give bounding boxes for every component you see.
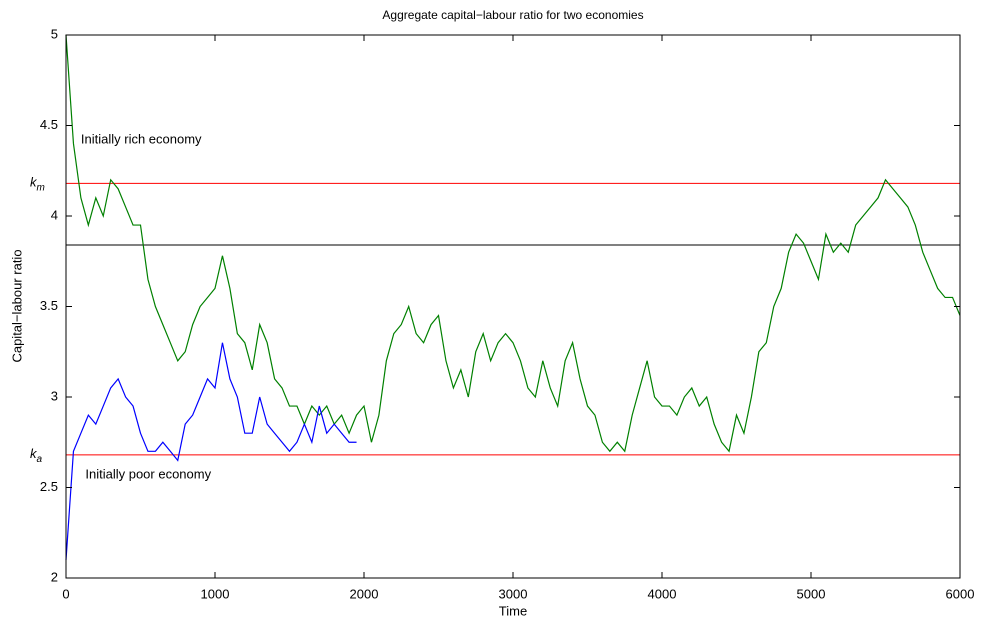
y-tick-label: 4.5 (40, 117, 58, 132)
y-tick-label: 3.5 (40, 298, 58, 313)
y-tick-label: 4 (51, 207, 58, 222)
data-line (65, 342, 357, 560)
annotation: Initially poor economy (85, 466, 211, 481)
x-tick-label: 4000 (648, 586, 677, 601)
y-tick-label: 2.5 (40, 479, 58, 494)
x-tick-label: 3000 (499, 586, 528, 601)
reference-label-sub: m (37, 182, 45, 193)
x-tick-label: 2000 (350, 586, 379, 601)
annotation: Initially rich economy (81, 131, 202, 146)
reference-label-sub: a (37, 454, 43, 465)
y-tick-label: 2 (51, 569, 58, 584)
chart-title: Aggregate capital−labour ratio for two e… (382, 8, 643, 22)
x-tick-label: 6000 (946, 586, 975, 601)
y-axis-label: Capital−labour ratio (9, 249, 24, 362)
y-tick-label: 5 (51, 26, 58, 41)
y-tick-label: 3 (51, 388, 58, 403)
reference-label-main: k (30, 175, 38, 190)
x-axis-label: Time (499, 603, 527, 618)
reference-label-main: k (30, 446, 38, 461)
data-line (65, 34, 961, 453)
reference-label: km (30, 175, 45, 193)
reference-label: ka (30, 446, 43, 464)
x-tick-label: 1000 (201, 586, 230, 601)
x-tick-label: 5000 (797, 586, 826, 601)
x-tick-label: 0 (62, 586, 69, 601)
